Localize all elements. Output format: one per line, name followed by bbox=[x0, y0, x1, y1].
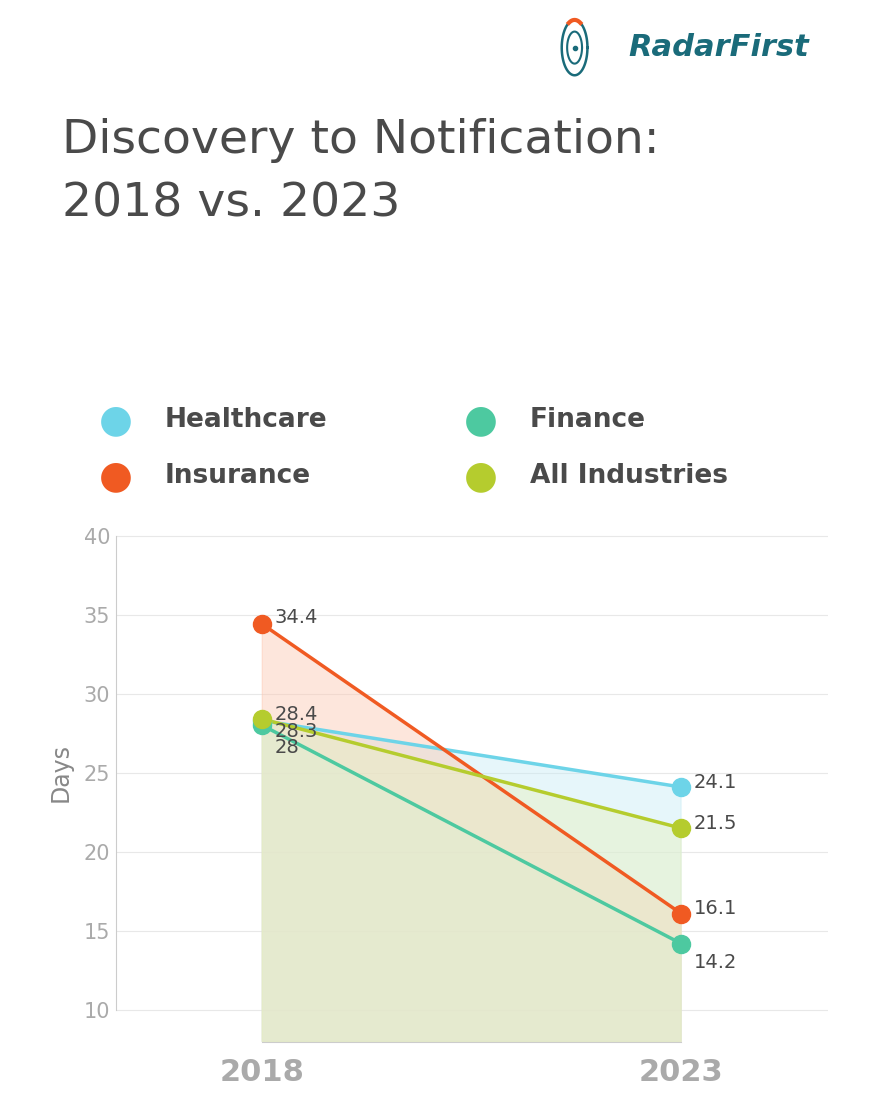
Text: 14.2: 14.2 bbox=[693, 953, 737, 972]
Text: 28.4: 28.4 bbox=[275, 704, 319, 724]
Text: 16.1: 16.1 bbox=[693, 899, 737, 918]
Polygon shape bbox=[263, 720, 681, 1042]
Polygon shape bbox=[263, 726, 681, 1042]
Text: 21.5: 21.5 bbox=[693, 814, 737, 833]
Text: RadarFirst: RadarFirst bbox=[628, 34, 809, 62]
Text: 28.3: 28.3 bbox=[275, 722, 319, 741]
Polygon shape bbox=[263, 624, 681, 1042]
Text: ●: ● bbox=[464, 457, 498, 495]
Text: 24.1: 24.1 bbox=[693, 773, 737, 792]
Polygon shape bbox=[263, 719, 681, 1042]
Text: ●: ● bbox=[464, 401, 498, 439]
Text: ●: ● bbox=[99, 457, 133, 495]
Text: Insurance: Insurance bbox=[165, 463, 311, 489]
Text: ●: ● bbox=[99, 401, 133, 439]
Text: 28: 28 bbox=[275, 738, 300, 757]
Text: 2018 vs. 2023: 2018 vs. 2023 bbox=[62, 181, 400, 226]
Text: 34.4: 34.4 bbox=[275, 608, 319, 627]
Text: Discovery to Notification:: Discovery to Notification: bbox=[62, 118, 659, 162]
Text: Healthcare: Healthcare bbox=[165, 407, 328, 433]
Text: All Industries: All Industries bbox=[530, 463, 727, 489]
Text: Finance: Finance bbox=[530, 407, 645, 433]
Y-axis label: Days: Days bbox=[49, 744, 72, 802]
